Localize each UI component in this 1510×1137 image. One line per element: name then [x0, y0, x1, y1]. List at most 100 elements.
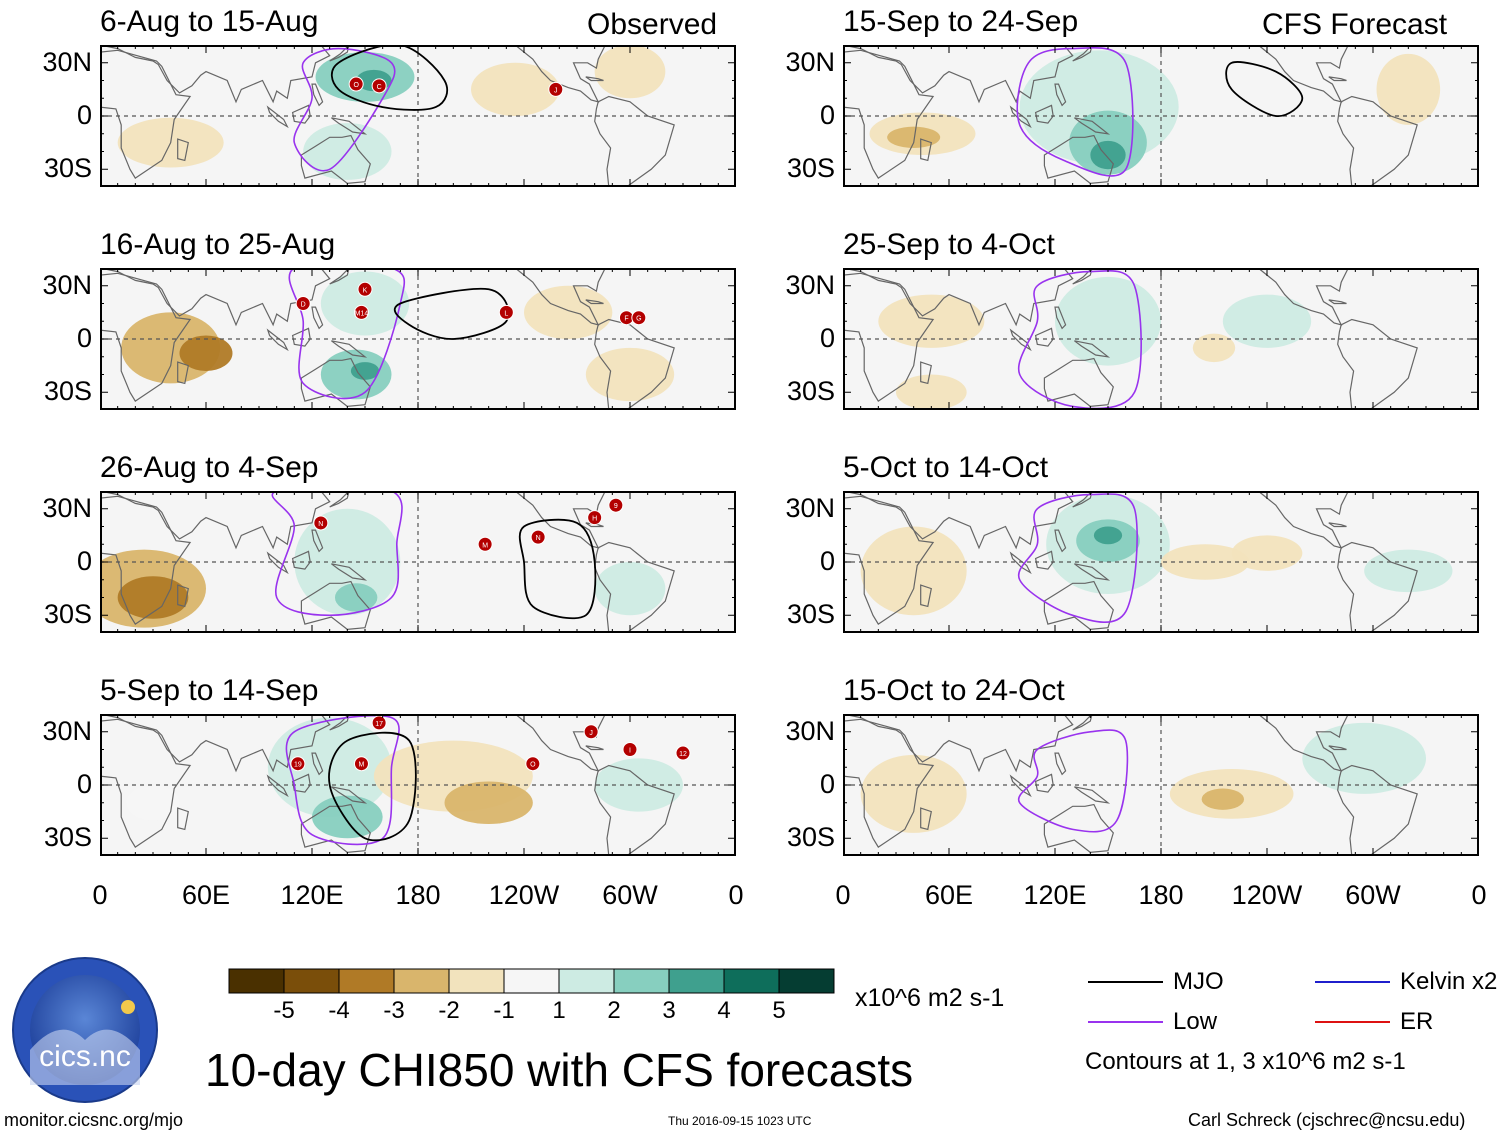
lon-tick-label: 0 — [728, 880, 744, 910]
anomaly-shading — [471, 62, 560, 116]
legend-line-er — [1315, 1021, 1390, 1023]
contours-note: Contours at 1, 3 x10^6 m2 s-1 — [1085, 1048, 1406, 1075]
coastline — [177, 361, 189, 385]
main-title: 10-day CHI850 with CFS forecasts — [205, 1044, 914, 1096]
coastline — [1043, 580, 1114, 631]
anomaly-shading — [1364, 549, 1453, 593]
storm-label: K — [363, 287, 368, 294]
anomaly-shading — [594, 562, 666, 616]
storm-marker: K — [357, 281, 373, 297]
lat-label: 0 — [819, 100, 835, 130]
coastline — [1034, 773, 1054, 793]
lon-tick-label: 0 — [1471, 880, 1487, 910]
coastline — [1337, 764, 1418, 856]
cfs-forecast-header: CFS Forecast — [1262, 8, 1448, 41]
coastline — [585, 76, 604, 82]
coastline — [1034, 550, 1054, 570]
lat-label: 30N — [42, 269, 92, 300]
coastline — [311, 306, 324, 330]
lat-label: 30S — [43, 153, 92, 184]
coastline — [291, 104, 311, 124]
low-contour — [288, 268, 406, 400]
anomaly-shading — [524, 285, 613, 339]
storm-marker: 12 — [675, 745, 691, 761]
lon-tick-label: 0 — [835, 880, 851, 910]
observed-header: Observed — [587, 8, 718, 41]
low-contour — [293, 47, 396, 172]
storm-label: L — [504, 310, 508, 317]
anomaly-shading — [1376, 53, 1441, 125]
lon-tick-label: 120E — [280, 880, 344, 910]
legend-label: ER — [1400, 1008, 1434, 1035]
coastline — [1034, 327, 1054, 347]
coastline — [300, 134, 371, 185]
lat-label: 0 — [819, 769, 835, 799]
storm-marker: M14 — [353, 304, 369, 320]
lat-label: 30S — [43, 376, 92, 407]
storm-label: D — [301, 302, 306, 309]
panel-title-0: 6-Aug to 15-Aug — [100, 5, 319, 38]
storm-label: O — [353, 82, 359, 89]
coastline — [1043, 357, 1114, 408]
coastline — [1337, 95, 1418, 187]
storm-label: 17 — [375, 721, 383, 728]
lat-label: 0 — [819, 546, 835, 576]
coastline — [300, 580, 371, 631]
coastline — [100, 272, 192, 402]
coastline — [594, 318, 675, 410]
colorbar-swatch — [338, 968, 395, 994]
storm-marker: C — [371, 78, 387, 94]
lat-label: 30N — [785, 492, 835, 523]
panel-title-1: 16-Aug to 25-Aug — [100, 228, 336, 261]
coastline — [331, 563, 368, 581]
panel-title-7: 15-Oct to 24-Oct — [843, 674, 1065, 707]
coastline — [1328, 745, 1347, 751]
anomaly-shading — [334, 583, 378, 612]
mjo-contour — [328, 731, 417, 842]
lat-label: 0 — [76, 100, 92, 130]
storm-label: J — [589, 730, 593, 737]
storm-label: 19 — [294, 762, 302, 769]
coastline — [300, 803, 371, 854]
coastline — [843, 49, 935, 179]
lat-label: 30S — [43, 599, 92, 630]
coastline — [1328, 299, 1347, 305]
panel-title-2: 26-Aug to 4-Sep — [100, 451, 319, 484]
cics-logo-icon — [12, 957, 158, 1103]
coastline — [329, 491, 350, 508]
coastline — [1043, 134, 1114, 185]
coastline — [920, 361, 932, 385]
low-contour — [285, 714, 400, 846]
coastline — [1328, 76, 1347, 82]
lon-tick-label: 60W — [602, 880, 658, 910]
lat-label: 0 — [76, 769, 92, 799]
colorbar-swatch — [283, 968, 340, 994]
anomaly-shading — [860, 526, 967, 616]
coastline — [331, 340, 368, 358]
coastline — [920, 584, 932, 608]
colorbar-tick-label: -5 — [273, 997, 295, 1024]
map-panel-0: O CJ — [100, 45, 736, 187]
lat-label: 30S — [786, 376, 835, 407]
colorbar-tick-label: -1 — [493, 997, 515, 1024]
lon-tick-label: 180 — [1138, 880, 1184, 910]
coastline — [920, 807, 932, 831]
colorbar-tick-label: 2 — [607, 997, 621, 1024]
colorbar-swatch — [393, 968, 450, 994]
storm-marker: L — [498, 304, 514, 320]
storm-label: M — [359, 762, 365, 769]
coastline — [843, 272, 935, 402]
low-contour — [271, 491, 403, 617]
coastline — [311, 529, 324, 553]
anomaly-shading — [860, 754, 967, 833]
colorbar-unit: x10^6 m2 s-1 — [855, 984, 1005, 1012]
anomaly-shading — [1055, 276, 1161, 366]
storm-label: N — [536, 535, 541, 542]
storm-label: F — [624, 316, 628, 323]
coastline — [1328, 522, 1347, 528]
coastline — [266, 105, 289, 129]
colorbar-tick-label: -4 — [328, 997, 350, 1024]
coastline — [177, 584, 189, 608]
coastline — [594, 764, 675, 856]
anomaly-shading — [594, 45, 666, 99]
